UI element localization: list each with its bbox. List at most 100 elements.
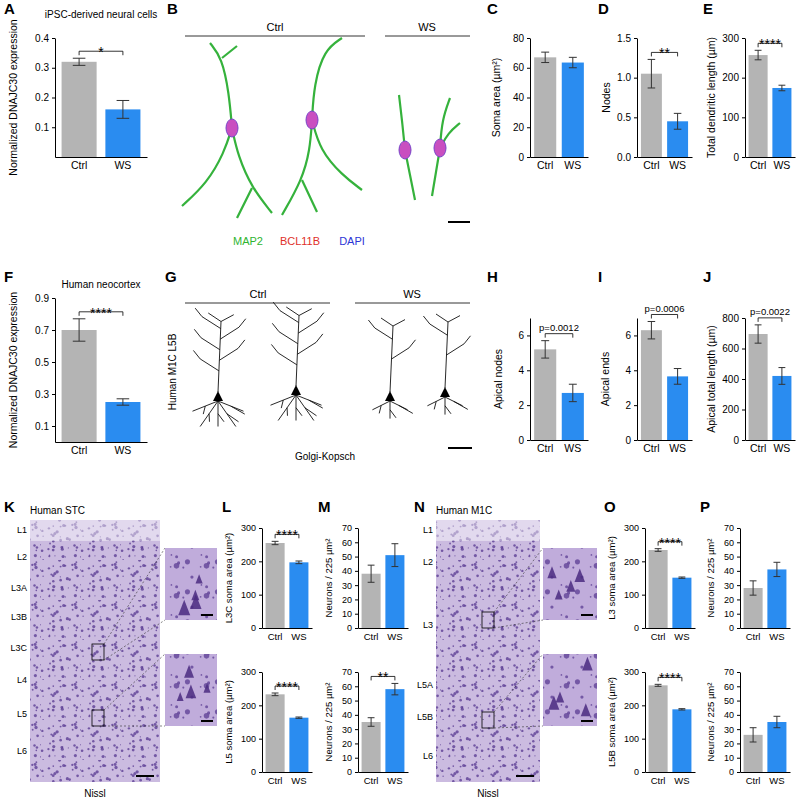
x-axis: CtrlWS (56, 443, 148, 457)
y-axis: 0.10.30.50.70.9 (35, 293, 55, 443)
tick: 40 (342, 710, 358, 720)
tick: Ctrl (750, 159, 766, 171)
tick-mark (737, 686, 740, 687)
axis-line (263, 772, 313, 773)
tick: WS (769, 631, 784, 642)
tick: 30 (342, 581, 358, 591)
error-bar (674, 369, 682, 385)
bar (772, 88, 791, 157)
chart: 020406080CtrlWSSoma area (µm²) (490, 33, 589, 172)
axis-line (56, 442, 148, 443)
tick: 2 (518, 400, 530, 411)
plot-area (362, 544, 405, 628)
tick-mark (737, 715, 740, 716)
chart: 0100200300CtrlWSL5 soma area (µm²)**** (223, 667, 313, 785)
tick: Ctrl (537, 159, 553, 171)
tick-label: 6 (518, 330, 524, 341)
tick: 60 (342, 682, 358, 692)
tick-label: Ctrl (643, 159, 659, 171)
tick: 600 (722, 343, 745, 354)
tick-label: Ctrl (71, 159, 87, 171)
tick: 100 (241, 590, 262, 600)
tick-mark (527, 335, 530, 336)
scale-bar (581, 720, 593, 722)
inset-image (165, 654, 217, 726)
panel-label: C (487, 0, 498, 17)
tick-label: Ctrl (268, 775, 283, 786)
tick: 50 (342, 696, 358, 706)
tick-label: 30 (724, 581, 734, 591)
axis-line (645, 673, 646, 773)
tick-mark (737, 701, 740, 702)
tick-mark (642, 595, 645, 596)
tick: 100 (624, 590, 645, 600)
tick: Ctrl (268, 631, 283, 642)
tick-label: 300 (241, 523, 256, 533)
tick-label: 0.3 (35, 62, 49, 73)
tick-label: 800 (722, 313, 739, 324)
tick: 200 (722, 72, 745, 83)
tick: WS (769, 775, 784, 786)
bar (289, 718, 308, 772)
error-bar (648, 59, 656, 88)
dendrite (222, 46, 237, 58)
scale-bar (448, 221, 470, 223)
tick-label: 0.0 (617, 152, 631, 163)
axis-title: Neurons / 225 µm² (323, 683, 334, 762)
inset-connector (104, 654, 165, 710)
tick-mark (355, 715, 358, 716)
tick: Ctrl (71, 444, 87, 456)
axis-line (746, 440, 796, 441)
soma (306, 111, 318, 129)
tick: 60 (342, 538, 358, 548)
significance-bracket (651, 314, 677, 318)
bar (289, 562, 308, 628)
error-bar (368, 718, 375, 727)
dendrite (312, 120, 362, 190)
panel-label: J (703, 268, 711, 285)
tick-label: 60 (513, 62, 525, 73)
scale-bar (581, 614, 593, 616)
caption: Nissl (477, 788, 499, 799)
cell (196, 574, 203, 583)
tick: 1.5 (617, 33, 637, 44)
x-axis: CtrlWS (741, 773, 791, 786)
bar (266, 543, 285, 628)
tick: WS (564, 159, 581, 171)
nissl-image (436, 520, 597, 782)
x-axis: CtrlWS (746, 158, 796, 172)
tick-mark (52, 394, 55, 395)
soma (440, 387, 450, 397)
cell (555, 589, 563, 599)
tick-label: 40 (342, 710, 352, 720)
tick-mark (737, 772, 740, 773)
tick: 0.2 (35, 92, 55, 103)
axis-title: L3 soma area (µm²) (606, 536, 617, 620)
tick: 0 (634, 767, 645, 777)
x-axis: CtrlWS (359, 629, 409, 642)
tick: 0 (634, 623, 645, 633)
tick: 60 (513, 62, 530, 73)
annotation: **** (659, 535, 681, 551)
tick: 70 (724, 523, 740, 533)
axis-title: Soma area (µm²) (490, 58, 502, 138)
tick-label: WS (674, 631, 689, 642)
inset-connector (494, 620, 543, 628)
tick: 200 (722, 404, 745, 415)
tick-label: 0 (729, 767, 734, 777)
image (436, 520, 540, 782)
plot-area (266, 541, 309, 628)
tick-mark (642, 528, 645, 529)
tick: 20 (724, 595, 740, 605)
legend-label: MAP2 (233, 235, 263, 247)
tick-mark (355, 557, 358, 558)
dendrite (368, 318, 415, 419)
tick-mark (527, 440, 530, 441)
panel-label: F (4, 268, 13, 285)
y-axis: 0.00.51.01.5 (617, 33, 637, 163)
tick-mark (642, 561, 645, 562)
tick: 800 (722, 313, 745, 324)
tick-mark (355, 528, 358, 529)
tick-mark (52, 127, 55, 128)
bar (672, 578, 691, 628)
